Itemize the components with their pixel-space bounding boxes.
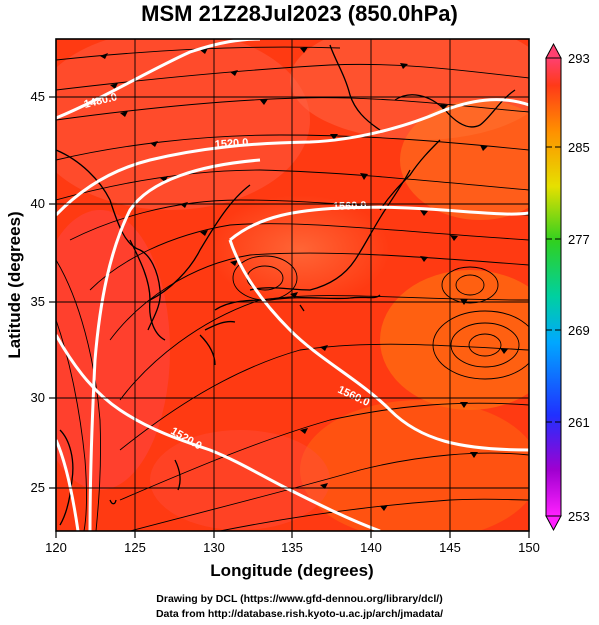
field-patch bbox=[300, 400, 529, 531]
field-patch bbox=[56, 39, 310, 210]
field-patch bbox=[150, 430, 330, 530]
colorbar-ramp bbox=[545, 57, 562, 517]
field-patch bbox=[56, 210, 170, 490]
field-patch bbox=[380, 270, 529, 410]
y-tick-label: 45 bbox=[31, 89, 45, 104]
x-tick-label: 140 bbox=[360, 540, 382, 555]
y-tick-label: 35 bbox=[31, 294, 45, 309]
x-tick-label: 150 bbox=[518, 540, 540, 555]
y-tick-label: 40 bbox=[31, 196, 45, 211]
colorbar-label: 261 bbox=[568, 415, 590, 430]
x-tick-label: 130 bbox=[203, 540, 225, 555]
y-tick-label: 30 bbox=[31, 390, 45, 405]
x-tick-label: 120 bbox=[45, 540, 67, 555]
credit-line: Data from http://database.rish.kyoto-u.a… bbox=[155, 608, 444, 620]
colorbar: 293 285 277 269 261 253 bbox=[545, 42, 590, 532]
colorbar-label: 293 bbox=[568, 51, 590, 66]
contour-label: 1560.0 bbox=[333, 200, 367, 213]
colorbar-label: 277 bbox=[568, 232, 590, 247]
chart-title: MSM 21Z28Jul2023 (850.0hPa) bbox=[141, 1, 458, 26]
colorbar-bottom-arrow bbox=[545, 515, 562, 532]
y-axis-label: Latitude (degrees) bbox=[5, 211, 24, 358]
x-axis-label: Longitude (degrees) bbox=[210, 561, 373, 580]
y-tick-label: 25 bbox=[31, 480, 45, 495]
colorbar-top-arrow bbox=[545, 42, 562, 59]
axis-ticks bbox=[49, 96, 530, 538]
field-patch bbox=[400, 100, 529, 220]
streamline-arrows bbox=[100, 47, 508, 511]
colorbar-label: 253 bbox=[568, 509, 590, 524]
grid-lines bbox=[56, 39, 529, 531]
field-patch bbox=[210, 195, 390, 305]
credit-line: Drawing by DCL (https://www.gfd-dennou.o… bbox=[156, 593, 443, 605]
x-tick-label: 125 bbox=[124, 540, 146, 555]
contour-label: 1520.0 bbox=[214, 137, 248, 151]
geopotential-contours bbox=[56, 39, 529, 531]
x-tick-label: 145 bbox=[439, 540, 461, 555]
colorbar-ticks bbox=[546, 146, 561, 423]
colorbar-label: 269 bbox=[568, 323, 590, 338]
x-tick-label: 135 bbox=[281, 540, 303, 555]
colorbar-label: 285 bbox=[568, 140, 590, 155]
